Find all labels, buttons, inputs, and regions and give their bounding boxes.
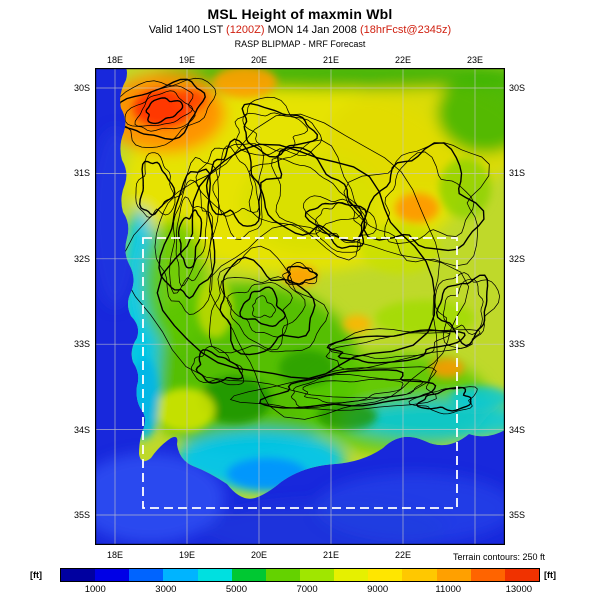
lon-label-top-18e: 18E (106, 55, 123, 65)
lat-label-right-35s: 35S (509, 510, 526, 520)
lat-label-left-33s: 33S (73, 339, 90, 349)
map-canvas (95, 68, 505, 545)
lat-label-right-31s: 31S (509, 168, 526, 178)
map-frame (95, 68, 505, 545)
valid-time-line: Valid 1400 LST (1200Z) MON 14 Jan 2008 (… (0, 24, 600, 36)
terrain-shading-detail (131, 68, 505, 490)
colorbar-tick-7000: 7000 (296, 584, 318, 595)
lon-label-bottom-20e: 20E (250, 550, 267, 560)
domain-boundary-dashed (142, 237, 458, 509)
colorbar-tick-13000: 13000 (505, 584, 533, 595)
colorbar-unit-left: [ft] (30, 570, 42, 580)
lat-label-right-34s: 34S (509, 425, 526, 435)
colorbar-ticks: 1000 3000 5000 7000 9000 11000 13000 (60, 584, 540, 596)
colorbar-tick-11000: 11000 (435, 584, 462, 595)
colorbar-gradient (61, 569, 539, 581)
colorbar-tick-5000: 5000 (225, 584, 248, 595)
map-area (95, 68, 505, 545)
colorbar-tick-3000: 3000 (155, 584, 177, 595)
lat-label-right-32s: 32S (509, 254, 526, 264)
lat-label-left-30s: 30S (73, 83, 90, 93)
lat-label-left-34s: 34S (73, 425, 90, 435)
colorbar-tick-9000: 9000 (367, 584, 389, 595)
lon-label-bottom-19e: 19E (178, 550, 195, 560)
valid-prefix: Valid 1400 LST (148, 24, 227, 36)
lon-label-bottom-22e: 22E (394, 550, 411, 560)
lon-label-bottom-18e: 18E (106, 550, 123, 560)
lon-label-top-20e: 20E (250, 55, 267, 65)
lon-label-top-21e: 21E (322, 55, 339, 65)
lat-label-left-31s: 31S (73, 168, 90, 178)
valid-date: MON 14 Jan 2008 (264, 24, 360, 36)
lat-label-left-35s: 35S (73, 510, 90, 520)
valid-utc-time: (1200Z) (226, 24, 265, 36)
forecast-hour: (18hrFcst@2345z) (359, 24, 452, 36)
grid-lines (95, 68, 505, 545)
lon-label-bottom-21e: 21E (322, 550, 339, 560)
lat-label-right-30s: 30S (509, 83, 526, 93)
lat-label-left-32s: 32S (73, 254, 90, 264)
lon-label-top-22e: 22E (394, 55, 411, 65)
terrain-shading-large (120, 68, 505, 490)
terrain-contours-note: Terrain contours: 250 ft (452, 552, 545, 562)
contour-lines-layer (120, 77, 500, 420)
lon-label-top-23e: 23E (466, 55, 483, 65)
page-title: MSL Height of maxmin Wbl (207, 6, 393, 22)
colorbar-unit-right: [ft] (544, 570, 556, 580)
lat-label-right-33s: 33S (509, 339, 526, 349)
model-line: RASP BLIPMAP - MRF Forecast (234, 39, 366, 49)
lon-label-top-19e: 19E (178, 55, 195, 65)
colorbar (60, 568, 540, 582)
colorbar-tick-1000: 1000 (84, 584, 106, 595)
